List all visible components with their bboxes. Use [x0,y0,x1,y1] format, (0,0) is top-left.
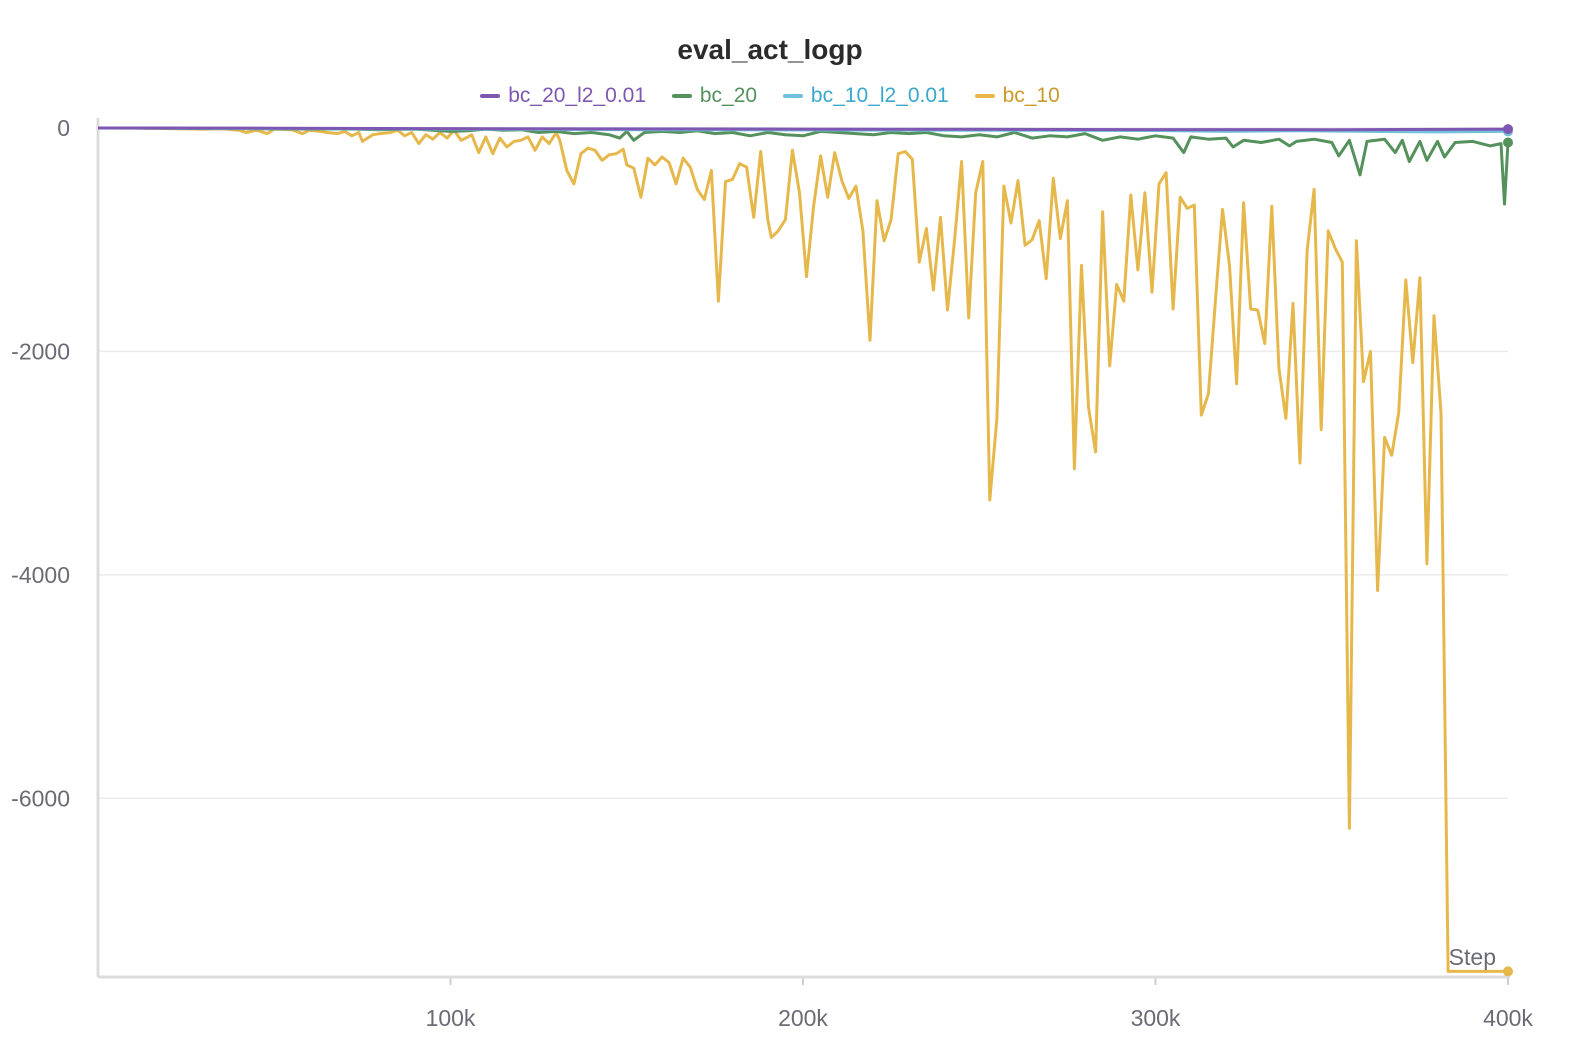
series-line-bc_20 [98,126,1510,206]
series-lines [97,124,1513,977]
y-tick-label: -4000 [11,562,70,588]
legend-label: bc_20_l2_0.01 [508,84,647,107]
chart-title: eval_act_logp [677,34,863,65]
series-line-bc_10 [98,126,1508,973]
legend-swatch-icon [671,94,692,99]
legend-item-bc-20[interactable]: bc_20 [671,84,758,108]
legend-item-bc-10-l2[interactable]: bc_10_l2_0.01 [782,84,949,108]
legend-swatch-icon [480,94,501,99]
series-endpoint-bc_20 [1503,137,1513,148]
x-tick-label: 400k [1483,1005,1533,1031]
x-tick-label: 200k [778,1005,828,1031]
legend-swatch-icon [974,94,995,99]
y-tick-label: -2000 [11,338,70,364]
x-tick-label: 100k [426,1005,476,1031]
x-axis-title: Step [1449,944,1496,970]
legend-label: bc_10_l2_0.01 [810,84,949,107]
legend-label: bc_10 [1002,84,1060,107]
legend-item-bc-20-l2[interactable]: bc_20_l2_0.01 [480,84,646,108]
legend-item-bc-10[interactable]: bc_10 [974,84,1060,108]
y-tick-label: -6000 [11,785,70,811]
series-endpoint-bc_20_l2_0.01 [1503,124,1513,135]
x-tick-label: 300k [1131,1005,1181,1031]
series-endpoint-bc_10 [1503,966,1513,977]
chart-legend: bc_20_l2_0.01 bc_20 bc_10_l2_0.01 bc_10 [0,84,1540,108]
legend-label: bc_20 [699,84,758,107]
axes [96,118,1510,985]
series-line-bc_20_l2_0.01 [97,126,1509,132]
legend-swatch-icon [782,94,803,99]
tick-labels: 0 -2000 -4000 -6000 100k 200k 300k 400k Step [11,115,1533,1031]
y-tick-label: 0 [57,115,70,141]
